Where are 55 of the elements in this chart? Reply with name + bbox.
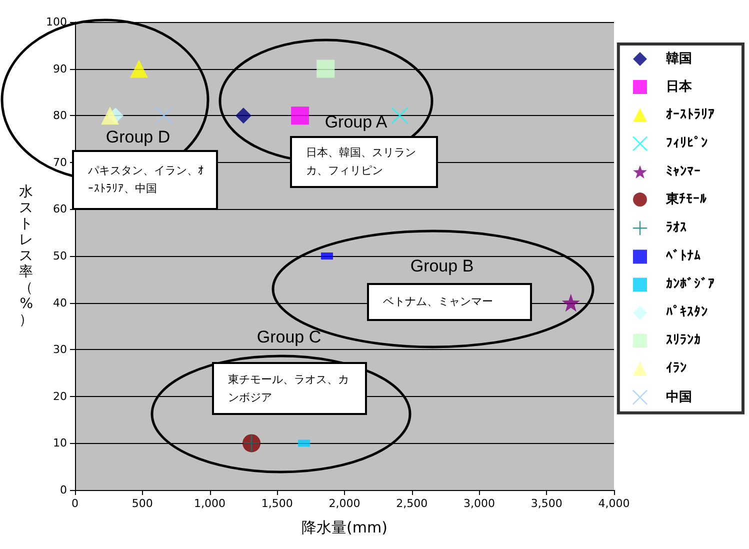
legend-label: ﾊﾟｷｽﾀﾝ (666, 304, 708, 320)
y-tick-label: 10 (53, 436, 67, 450)
text: 水ストレス率（%） (19, 184, 33, 328)
annotation: ベトナム、ミャンマー (383, 294, 493, 310)
annotation: 日本、韓国、スリランカ、フィリピン (306, 145, 417, 179)
legend-label: ﾗｵｽ (666, 220, 687, 236)
legend-label: ｲﾗﾝ (666, 361, 687, 376)
point (562, 294, 580, 312)
legend-label: ﾐｬﾝﾏｰ (666, 164, 701, 180)
point (235, 108, 252, 124)
legend-label: 韓国 (666, 52, 692, 66)
annotation: Group C (256, 328, 322, 346)
x-tick-label: 0 (72, 497, 78, 510)
y-tick-label: 50 (53, 250, 67, 262)
point (101, 106, 120, 125)
legend-label: 日本 (666, 80, 693, 94)
point (391, 107, 408, 124)
x-tick-label: 1,000 (194, 497, 226, 510)
x-axis-title: 降水量(mm) (302, 518, 388, 536)
legend-label: ﾍﾞﾄﾅﾑ (666, 248, 701, 264)
point (316, 60, 335, 78)
legend-label: 中国 (666, 390, 692, 405)
legend-label: ｽﾘﾗﾝｶ (666, 333, 701, 348)
y-tick-label: 30 (53, 343, 67, 356)
x-tick-label: 500 (132, 497, 153, 510)
note-box: 日本、韓国、スリランカ、フィリピン (290, 136, 438, 188)
point (291, 106, 310, 125)
x-tick-label: 2,500 (396, 497, 428, 510)
x-tick-label: 3,500 (530, 497, 562, 510)
annotation: Group A (324, 112, 388, 132)
point (155, 107, 173, 124)
note-box: ベトナム、ミャンマー (367, 283, 532, 321)
x-tick-label: 2,000 (328, 497, 360, 510)
legend-label: ｵｰｽﾄﾗﾘｱ (666, 108, 715, 122)
y-tick-label: 90 (53, 62, 67, 76)
legend-label: ﾌｨﾘﾋﾟﾝ (666, 135, 708, 152)
y-tick-label: 60 (53, 202, 67, 216)
y-tick-label: 40 (53, 296, 67, 310)
legend-label: 東ﾁﾓｰﾙ (665, 192, 707, 208)
x-tick-label: 1,500 (261, 497, 293, 510)
x-tick-label: 4,000 (598, 497, 630, 510)
annotation: Group B (410, 256, 474, 276)
y-tick-label: 20 (53, 390, 67, 403)
y-tick-label: 80 (53, 109, 67, 122)
y-tick-label: 70 (53, 156, 67, 169)
note-box: パキスタン、イラン、ｵｰｽﾄﾗﾘｱ、中国 (72, 150, 218, 210)
note-box: 東チモール、ラオス、カンボジア (212, 362, 367, 415)
legend-label: ｶﾝﾎﾞｼﾞｱ (666, 276, 715, 292)
point (130, 60, 148, 78)
annotation: パキスタン、イラン、ｵｰｽﾄﾗﾘｱ、中国 (88, 163, 205, 197)
y-tick-label: 100 (46, 16, 67, 28)
annotation: 東チモール、ラオス、カンボジア (228, 372, 350, 406)
x-tick-label: 3,000 (464, 497, 495, 510)
annotation: Group D (106, 128, 170, 146)
y-tick-label: 0 (60, 484, 67, 496)
